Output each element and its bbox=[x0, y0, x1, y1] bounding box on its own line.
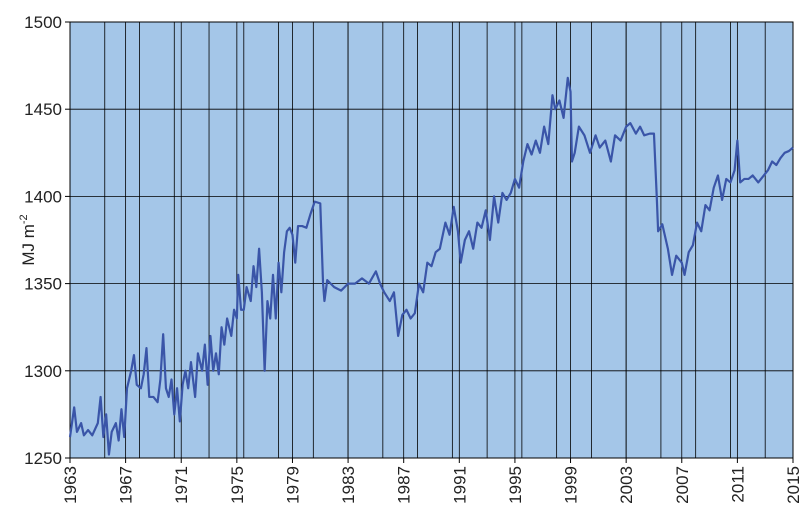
x-tick-label: 1987 bbox=[395, 466, 414, 504]
x-tick-label: 2015 bbox=[784, 466, 802, 504]
y-tick-label: 1250 bbox=[24, 449, 62, 468]
x-tick-label: 1999 bbox=[562, 466, 581, 504]
x-tick-label: 1991 bbox=[450, 466, 469, 504]
x-tick-label: 1983 bbox=[339, 466, 358, 504]
y-tick-label: 1400 bbox=[24, 187, 62, 206]
x-tick-label: 1971 bbox=[172, 466, 191, 504]
y-tick-label: 1500 bbox=[24, 13, 62, 32]
y-tick-label: 1450 bbox=[24, 100, 62, 119]
x-tick-label: 1979 bbox=[283, 466, 302, 504]
y-tick-label: 1300 bbox=[24, 362, 62, 381]
data-line bbox=[68, 76, 794, 456]
y-axis-label: MJ m-2 bbox=[18, 214, 38, 265]
plot-border bbox=[69, 21, 794, 459]
x-tick-label: 1967 bbox=[117, 466, 136, 504]
x-tick-label: 1975 bbox=[228, 466, 247, 504]
x-tick-label: 2011 bbox=[728, 466, 747, 503]
x-tick-label: 2007 bbox=[673, 466, 692, 504]
plot-background bbox=[70, 22, 793, 458]
y-label-sup: -2 bbox=[18, 214, 30, 224]
x-tick-label: 2003 bbox=[617, 466, 636, 504]
y-tick-label: 1350 bbox=[24, 275, 62, 294]
x-tick-label: 1963 bbox=[61, 466, 80, 504]
x-tick-label: 1995 bbox=[506, 466, 525, 504]
y-label-text: MJ m bbox=[19, 224, 38, 266]
